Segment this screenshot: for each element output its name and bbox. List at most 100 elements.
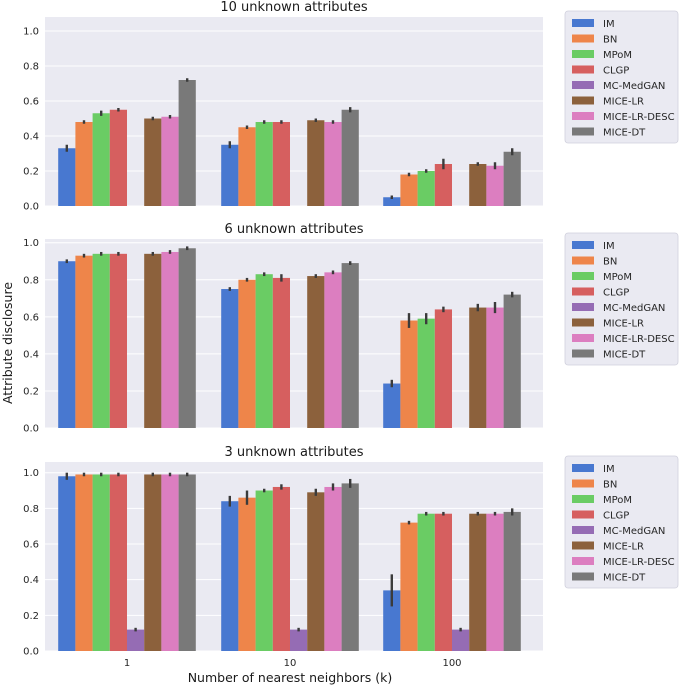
legend-label-mice-lr-desc: MICE-LR-DESC: [603, 112, 675, 123]
plot-background: [45, 462, 543, 651]
bar-mice-dt-k100: [503, 151, 521, 206]
legend-swatch-mice-lr-desc: [572, 112, 594, 120]
legend-label-mice-lr: MICE-LR: [603, 319, 644, 330]
legend-label-im: IM: [603, 464, 615, 475]
bar-mice-dt-k10: [341, 109, 359, 206]
y-tick-label: 0.6: [23, 312, 39, 323]
bar-bn-k100: [400, 522, 418, 651]
plot-background: [45, 17, 543, 206]
bar-bn-k10: [238, 127, 256, 206]
legend-swatch-im: [572, 241, 594, 249]
bar-mice-lr-k100: [469, 513, 487, 651]
bar-mc-medgan-k10: [290, 629, 308, 651]
bar-clgp-k100: [434, 164, 452, 206]
legend-label-mpom: MPoM: [603, 50, 632, 61]
y-tick-label: 1.0: [23, 238, 39, 249]
bar-im-k100: [383, 383, 401, 428]
legend-swatch-mice-lr: [572, 541, 594, 550]
bar-mice-lr-desc-k1: [161, 251, 179, 428]
bar-bn-k10: [238, 497, 256, 651]
y-tick-label: 1.0: [23, 468, 39, 479]
panel-2: 0.0 0.2 0.4 0.6 0.8 1.0 6 unknown attributes IM…: [23, 222, 679, 435]
legend-swatch-mice-lr-desc: [572, 557, 594, 565]
legend-label-bn: BN: [603, 257, 617, 268]
legend-label-mice-dt: MICE-DT: [603, 128, 646, 139]
legend-label-clgp: CLGP: [603, 66, 629, 77]
bar-clgp-k1: [109, 109, 127, 206]
legend-box: [564, 10, 679, 144]
bar-im-k1: [58, 476, 76, 651]
legend-label-mice-lr-desc: MICE-LR-DESC: [603, 334, 675, 345]
bar-clgp-k1: [109, 474, 127, 651]
bar-mpom-k10: [255, 274, 273, 428]
bar-im-k10: [221, 289, 239, 428]
y-tick-label: 0.8: [23, 62, 39, 73]
legend-swatch-mpom: [572, 495, 594, 503]
legend-swatch-clgp: [572, 510, 594, 519]
panel-3: 0.0 0.2 0.4 0.6 0.8 1.0 3 unknown attributes 1 1…: [23, 445, 679, 669]
bar-mice-lr-k100: [469, 164, 487, 206]
y-tick-label: 0.4: [23, 132, 39, 143]
legend-swatch-bn: [572, 34, 594, 43]
bar-clgp-k100: [434, 513, 452, 651]
bar-mice-lr-desc-k1: [161, 116, 179, 206]
y-tick-label: 0.4: [23, 575, 39, 586]
y-tick-label: 0.4: [23, 349, 39, 360]
bar-mice-dt-k1: [178, 474, 196, 651]
legend-swatch-mc-medgan: [572, 526, 594, 534]
bar-mice-lr-desc-k1: [161, 474, 179, 651]
legend-swatch-im: [572, 19, 594, 27]
bar-mpom-k1: [92, 253, 110, 428]
y-axis-label: Attribute disclosure: [0, 282, 15, 404]
bar-mice-lr-k10: [307, 276, 325, 428]
y-tick-label: 0.0: [23, 202, 39, 213]
bar-clgp-k1: [109, 253, 127, 428]
bar-mice-dt-k10: [341, 483, 359, 651]
bar-mpom-k100: [417, 171, 435, 206]
legend-swatch-mice-lr-desc: [572, 334, 594, 342]
panel-title: 3 unknown attributes: [224, 445, 363, 460]
y-tick-label: 1.0: [23, 27, 39, 38]
y-tick-label: 0.2: [23, 611, 39, 622]
bar-im-k10: [221, 501, 239, 651]
x-tick-label: 100: [442, 658, 461, 669]
bar-mice-lr-k1: [144, 474, 162, 651]
bar-mice-lr-desc-k10: [324, 272, 342, 428]
bar-mice-dt-k1: [178, 248, 196, 428]
bar-mice-lr-k1: [144, 253, 162, 428]
legend-swatch-bn: [572, 256, 594, 265]
legend-label-im: IM: [603, 241, 615, 252]
legend-label-mc-medgan: MC-MedGAN: [603, 526, 665, 537]
bar-clgp-k100: [434, 309, 452, 428]
bar-bn-k100: [400, 320, 418, 428]
bar-im-k100: [383, 590, 401, 651]
bar-mice-lr-desc-k100: [486, 513, 504, 651]
bar-mice-lr-k10: [307, 120, 325, 206]
legend-label-mpom: MPoM: [603, 495, 632, 506]
legend-swatch-mice-lr: [572, 318, 594, 327]
bar-im-k100: [383, 197, 401, 206]
legend-label-clgp: CLGP: [603, 288, 629, 299]
bar-mice-lr-k100: [469, 307, 487, 428]
legend-label-im: IM: [603, 19, 615, 30]
bar-bn-k1: [75, 255, 93, 428]
legend-label-mice-dt: MICE-DT: [603, 350, 646, 361]
y-tick-label: 0.6: [23, 540, 39, 551]
panel-1: 0.0 0.2 0.4 0.6 0.8 1.0 10 unknown attributes I…: [23, 0, 679, 213]
legend-label-mice-dt: MICE-DT: [603, 573, 646, 584]
bar-im-k1: [58, 148, 76, 206]
bar-mpom-k10: [255, 490, 273, 651]
y-tick-label: 0.2: [23, 386, 39, 397]
bar-bn-k1: [75, 122, 93, 206]
bar-mice-lr-desc-k10: [324, 122, 342, 206]
bar-mpom-k1: [92, 113, 110, 206]
panel-title: 10 unknown attributes: [220, 0, 368, 15]
y-tick-label: 0.8: [23, 275, 39, 286]
x-tick-label: 10: [284, 658, 297, 669]
bar-mc-medgan-k1: [127, 629, 145, 651]
y-tick-label: 0.0: [23, 647, 39, 658]
legend-label-mc-medgan: MC-MedGAN: [603, 303, 665, 314]
legend-swatch-mice-dt: [572, 572, 594, 581]
bar-mice-lr-desc-k10: [324, 486, 342, 651]
